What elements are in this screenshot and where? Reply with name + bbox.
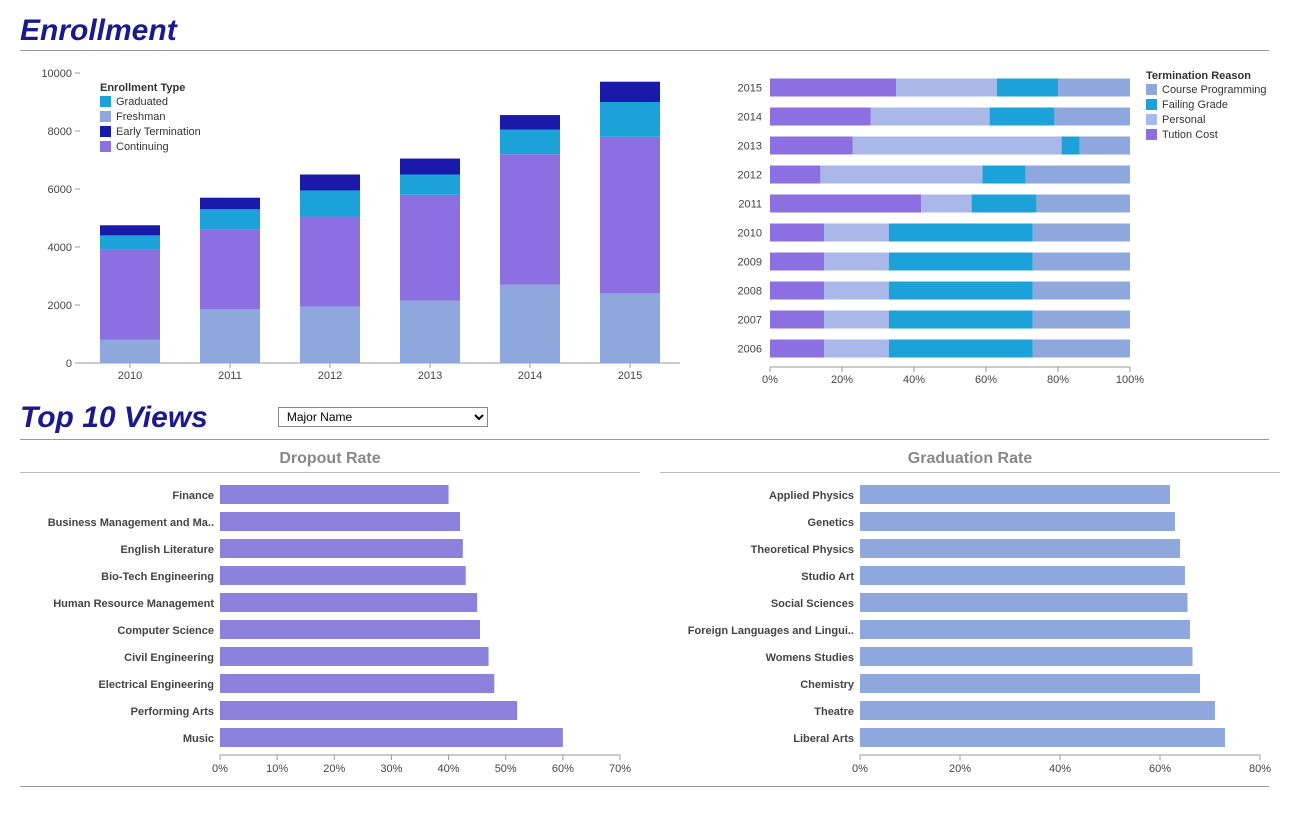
svg-text:10000: 10000: [41, 68, 72, 80]
enrollment-title: Enrollment: [20, 14, 1269, 51]
svg-text:40%: 40%: [903, 374, 925, 386]
svg-text:Freshman: Freshman: [116, 111, 166, 123]
svg-text:Bio-Tech Engineering: Bio-Tech Engineering: [101, 571, 214, 583]
svg-text:40%: 40%: [438, 763, 460, 775]
svg-text:2011: 2011: [738, 199, 762, 211]
svg-text:2015: 2015: [618, 370, 642, 382]
dropout-title: Dropout Rate: [20, 450, 640, 473]
svg-text:2012: 2012: [318, 370, 342, 382]
svg-text:Human Resource Management: Human Resource Management: [53, 598, 214, 610]
svg-text:2014: 2014: [738, 112, 762, 124]
svg-text:Business Management and Ma..: Business Management and Ma..: [48, 517, 214, 529]
svg-text:Applied Physics: Applied Physics: [769, 490, 854, 502]
svg-text:Studio Art: Studio Art: [801, 571, 854, 583]
svg-text:2011: 2011: [218, 370, 242, 382]
svg-text:2008: 2008: [738, 286, 762, 298]
svg-text:100%: 100%: [1116, 374, 1144, 386]
svg-text:Foreign Languages and Lingui..: Foreign Languages and Lingui..: [688, 625, 854, 637]
svg-text:0: 0: [66, 358, 72, 370]
svg-text:Early Termination: Early Termination: [116, 126, 201, 138]
dropout-chart: Finance Business Management and Ma.. Engli…: [20, 477, 640, 782]
svg-text:Performing Arts: Performing Arts: [131, 706, 214, 718]
svg-text:6000: 6000: [48, 184, 72, 196]
svg-text:Social Sciences: Social Sciences: [771, 598, 854, 610]
enrollment-chart: 0 2000 4000 6000 8000 10000 2010 2011 2012 2013 20…: [20, 63, 720, 393]
svg-text:2010: 2010: [118, 370, 142, 382]
svg-text:80%: 80%: [1047, 374, 1069, 386]
svg-text:30%: 30%: [380, 763, 402, 775]
svg-text:Womens Studies: Womens Studies: [766, 652, 854, 664]
svg-text:English Literature: English Literature: [120, 544, 214, 556]
svg-text:20%: 20%: [949, 763, 971, 775]
svg-text:Theoretical Physics: Theoretical Physics: [751, 544, 854, 556]
svg-text:8000: 8000: [48, 126, 72, 138]
svg-text:60%: 60%: [1149, 763, 1171, 775]
svg-text:40%: 40%: [1049, 763, 1071, 775]
major-dropdown[interactable]: Major Name: [278, 407, 488, 427]
svg-text:Failing Grade: Failing Grade: [1162, 99, 1228, 111]
svg-text:2015: 2015: [738, 83, 762, 95]
svg-text:2014: 2014: [518, 370, 542, 382]
svg-text:Chemistry: Chemistry: [800, 679, 855, 691]
svg-text:Graduated: Graduated: [116, 96, 168, 108]
svg-text:20%: 20%: [831, 374, 853, 386]
svg-text:Course Programming: Course Programming: [1162, 84, 1267, 96]
svg-text:2013: 2013: [418, 370, 442, 382]
graduation-chart: Applied Physics Genetics Theoretical Physi…: [660, 477, 1280, 782]
graduation-title: Graduation Rate: [660, 450, 1280, 473]
svg-text:Electrical Engineering: Electrical Engineering: [98, 679, 214, 691]
svg-text:60%: 60%: [975, 374, 997, 386]
svg-text:Civil Engineering: Civil Engineering: [124, 652, 214, 664]
svg-text:Enrollment Type: Enrollment Type: [100, 82, 185, 94]
svg-text:2009: 2009: [738, 257, 762, 269]
svg-text:2010: 2010: [738, 228, 762, 240]
svg-text:Theatre: Theatre: [814, 706, 854, 718]
svg-text:70%: 70%: [609, 763, 631, 775]
svg-text:2007: 2007: [738, 315, 762, 327]
svg-text:Termination Reason: Termination Reason: [1146, 70, 1251, 82]
svg-text:20%: 20%: [323, 763, 345, 775]
svg-text:Finance: Finance: [172, 490, 214, 502]
termination-chart: 2015 2014 2013 2012 2011 2010 2009 2008 2007 2006…: [720, 63, 1280, 393]
svg-text:Computer Science: Computer Science: [117, 625, 214, 637]
top10-title: Top 10 Views: [20, 401, 208, 439]
svg-text:50%: 50%: [495, 763, 517, 775]
svg-text:2012: 2012: [738, 170, 762, 182]
svg-text:4000: 4000: [48, 242, 72, 254]
svg-text:0%: 0%: [852, 763, 868, 775]
svg-text:80%: 80%: [1249, 763, 1271, 775]
top10-header: Top 10 Views Major Name: [20, 401, 1269, 440]
svg-text:10%: 10%: [266, 763, 288, 775]
svg-text:Tution Cost: Tution Cost: [1162, 129, 1218, 141]
svg-text:Continuing: Continuing: [116, 141, 169, 153]
svg-text:2006: 2006: [738, 344, 762, 356]
svg-text:60%: 60%: [552, 763, 574, 775]
svg-text:0%: 0%: [762, 374, 778, 386]
svg-text:Music: Music: [183, 733, 214, 745]
svg-text:Genetics: Genetics: [808, 517, 854, 529]
svg-text:2013: 2013: [738, 141, 762, 153]
svg-text:Liberal Arts: Liberal Arts: [793, 733, 854, 745]
svg-text:Personal: Personal: [1162, 114, 1205, 126]
svg-text:0%: 0%: [212, 763, 228, 775]
svg-text:2000: 2000: [48, 300, 72, 312]
